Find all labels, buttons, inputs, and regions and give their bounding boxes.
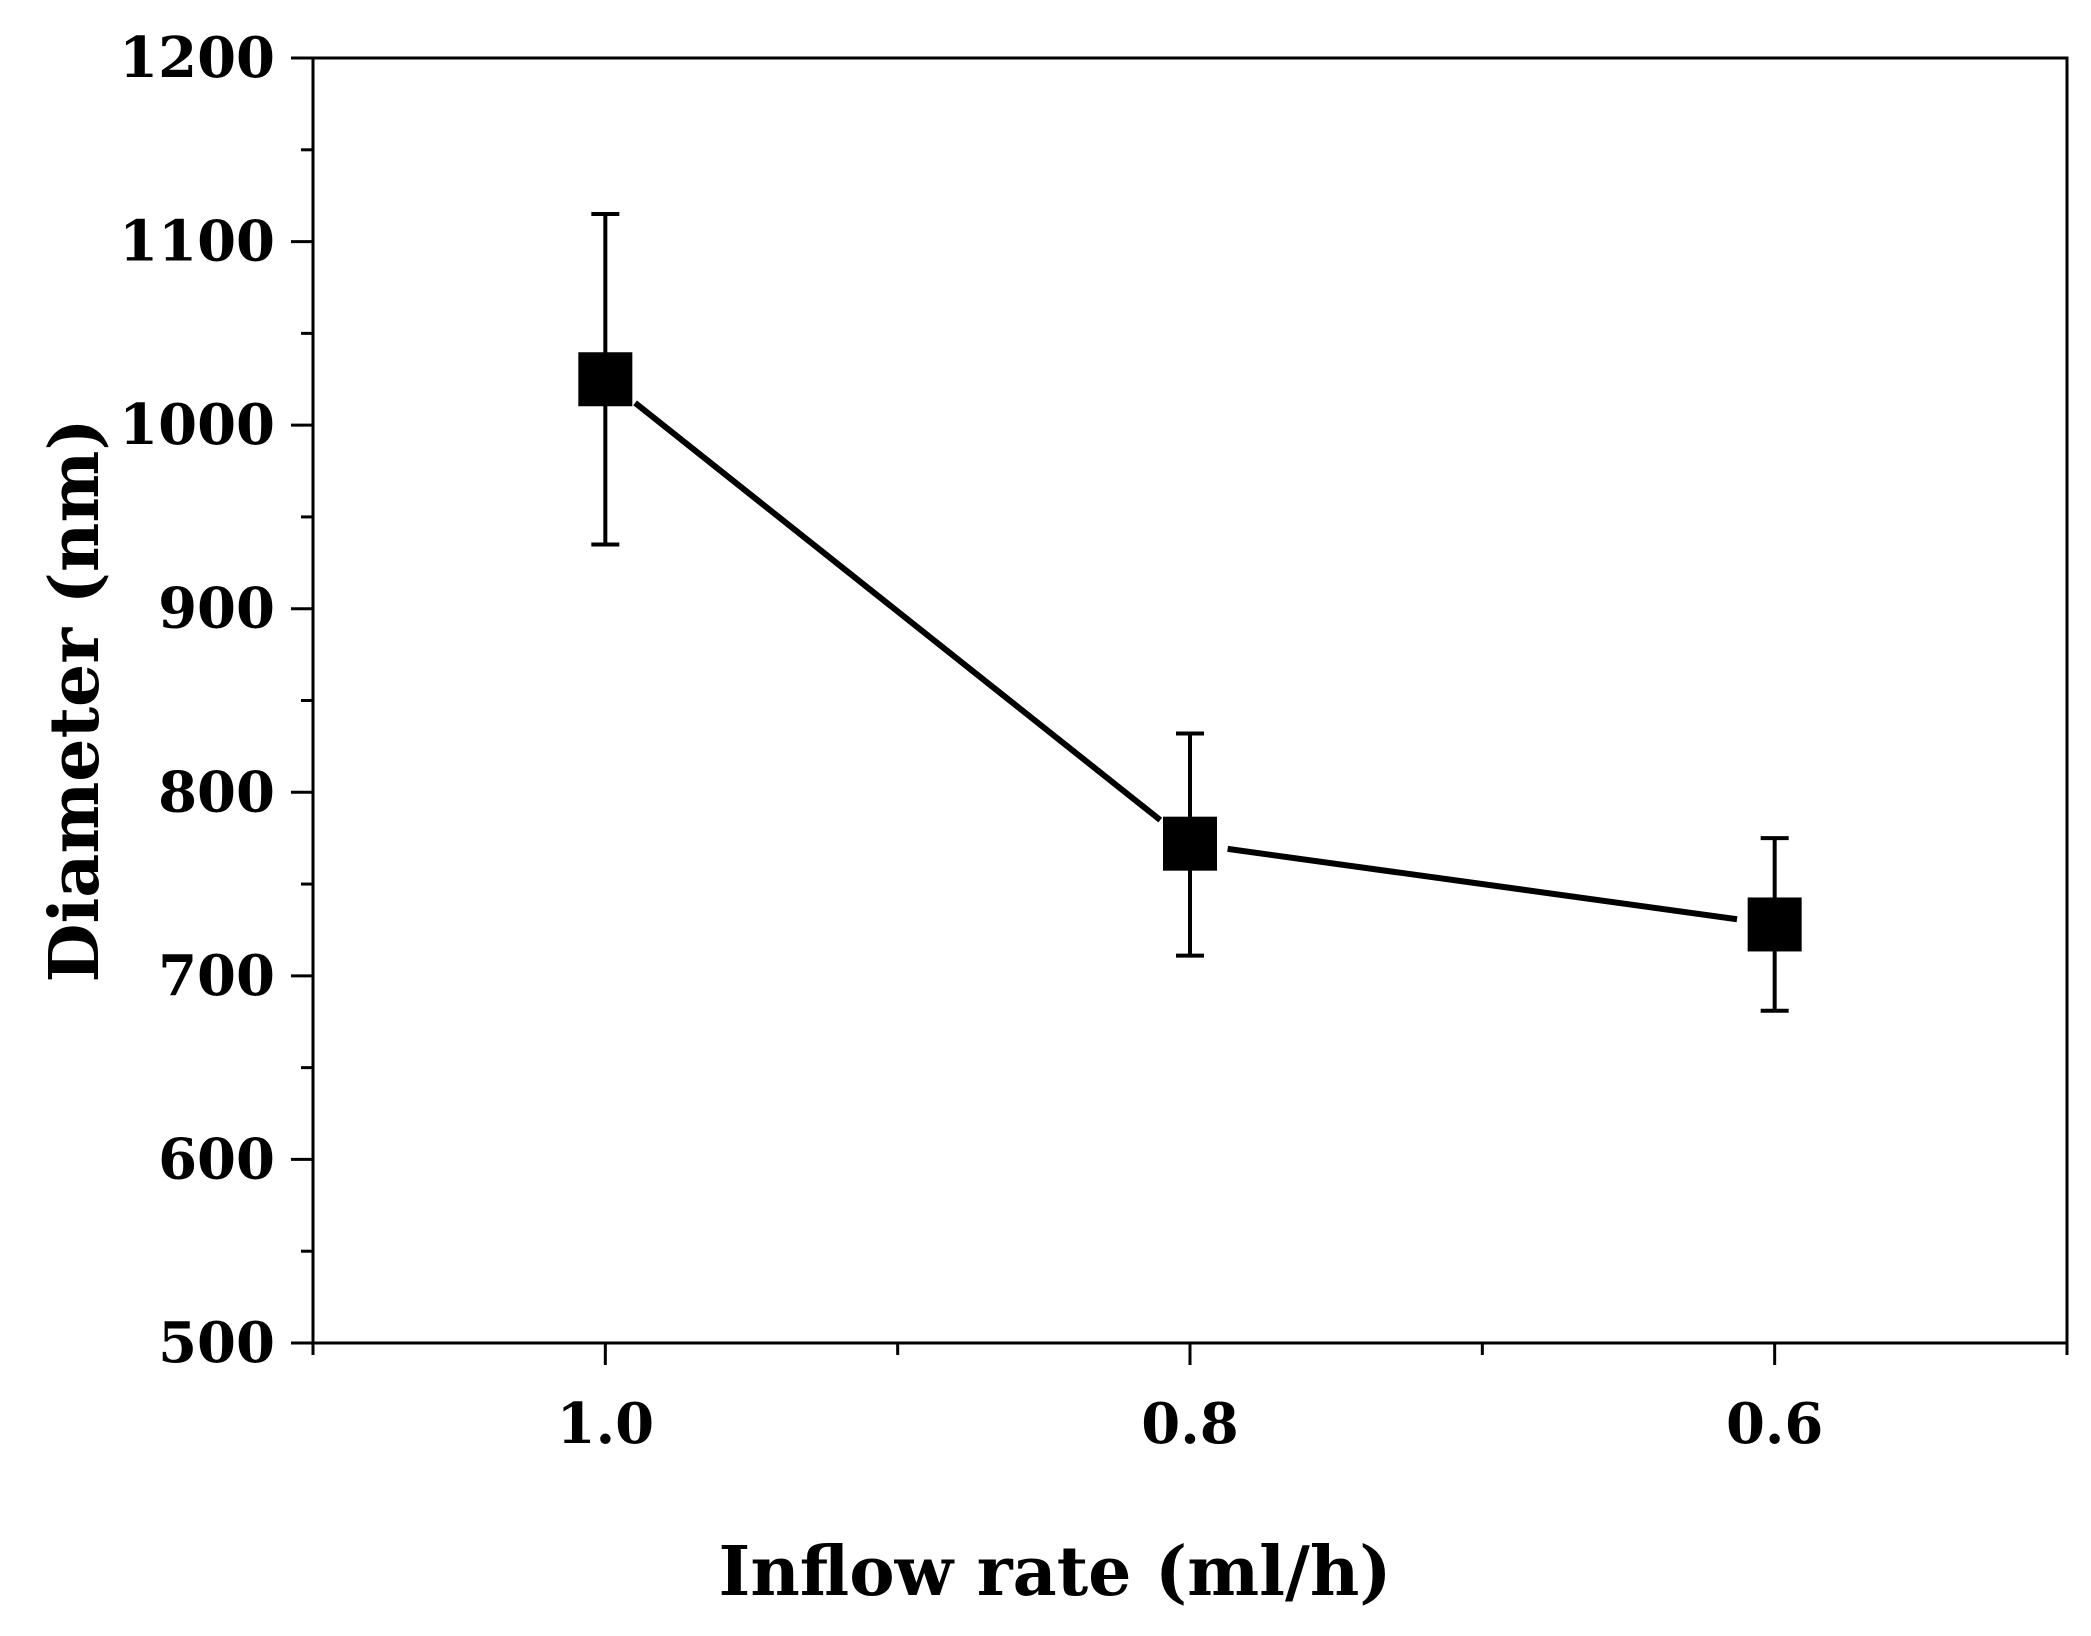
x-axis-title: Inflow rate (ml/h) <box>719 1532 1392 1612</box>
y-axis: 500 600 700 800 900 1000 1100 1200 <box>119 25 313 1376</box>
y-tick-label: 900 <box>158 576 275 642</box>
y-tick-label: 1100 <box>119 209 275 275</box>
plot-border <box>311 56 2069 1345</box>
x-tick-label: 0.8 <box>1141 1391 1238 1457</box>
y-axis-title: Diameter (nm) <box>35 419 115 983</box>
series-line-segment <box>1227 845 1738 923</box>
y-tick-label: 1000 <box>119 392 275 458</box>
plot-frame <box>311 56 2069 1345</box>
y-tick-label: 800 <box>158 759 275 825</box>
series-line-segment <box>633 400 1163 823</box>
y-tick-label: 500 <box>158 1310 275 1376</box>
y-tick-label: 700 <box>158 943 275 1009</box>
data-point-marker <box>1163 816 1217 871</box>
x-tick-label: 0.6 <box>1726 1391 1823 1457</box>
series-diameter <box>578 212 1802 1013</box>
y-tick-label: 600 <box>158 1126 275 1192</box>
data-point-marker <box>1747 897 1802 952</box>
x-tick-label: 1.0 <box>557 1391 654 1457</box>
y-tick-label: 1200 <box>119 25 275 91</box>
data-point-marker <box>578 352 633 407</box>
x-axis: 1.0 0.8 0.6 <box>311 1343 2069 1457</box>
